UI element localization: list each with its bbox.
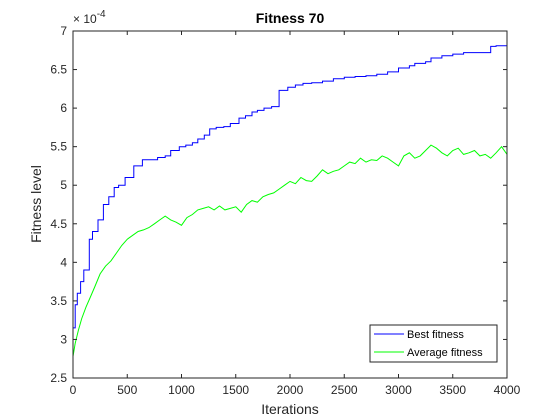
y-exponent: × 10-4 bbox=[73, 9, 106, 26]
legend-box bbox=[369, 324, 498, 363]
plot-area bbox=[73, 31, 507, 378]
y-tick-label: 5.5 bbox=[50, 140, 67, 154]
legend-label-best-fitness: Best fitness bbox=[407, 329, 464, 341]
y-tick-label: 6 bbox=[60, 101, 67, 115]
series-line-average-fitness bbox=[72, 144, 508, 357]
series-lines bbox=[72, 45, 508, 357]
legend-label-average-fitness: Average fitness bbox=[407, 347, 483, 359]
x-tick-label: 1000 bbox=[168, 383, 195, 397]
svg-text:× 10-4: × 10-4 bbox=[73, 9, 106, 26]
x-tick-label: 3500 bbox=[439, 383, 466, 397]
y-tick-label: 3.5 bbox=[50, 294, 67, 308]
x-tick-label: 1500 bbox=[222, 383, 249, 397]
x-axis-label: Iterations bbox=[261, 401, 319, 417]
y-exponent-power: -4 bbox=[97, 9, 106, 20]
series-line-best-fitness bbox=[73, 45, 507, 329]
axes: 0 500 1000 1500 2000 2500 3000 3500 4000 2.5 3 3.5 4… bbox=[50, 24, 520, 397]
y-tick-label: 2.5 bbox=[50, 371, 67, 385]
x-tick-label: 3000 bbox=[385, 383, 412, 397]
chart-title: Fitness 70 bbox=[256, 10, 325, 26]
legend: Best fitness Average fitness bbox=[369, 324, 498, 363]
y-tick-label: 7 bbox=[60, 24, 67, 38]
x-tick-label: 2000 bbox=[277, 383, 304, 397]
x-tick-label: 4000 bbox=[494, 383, 521, 397]
x-tick-label: 0 bbox=[70, 383, 77, 397]
x-tick-label: 500 bbox=[117, 383, 137, 397]
y-exponent-base: × 10 bbox=[73, 12, 97, 26]
y-tick-label: 4.5 bbox=[50, 217, 67, 231]
y-axis-label: Fitness level bbox=[28, 165, 44, 243]
y-tick-label: 3 bbox=[60, 332, 67, 346]
y-tick-label: 6.5 bbox=[50, 63, 67, 77]
x-tick-label: 2500 bbox=[331, 383, 358, 397]
y-tick-label: 4 bbox=[60, 255, 67, 269]
y-tick-label: 5 bbox=[60, 178, 67, 192]
